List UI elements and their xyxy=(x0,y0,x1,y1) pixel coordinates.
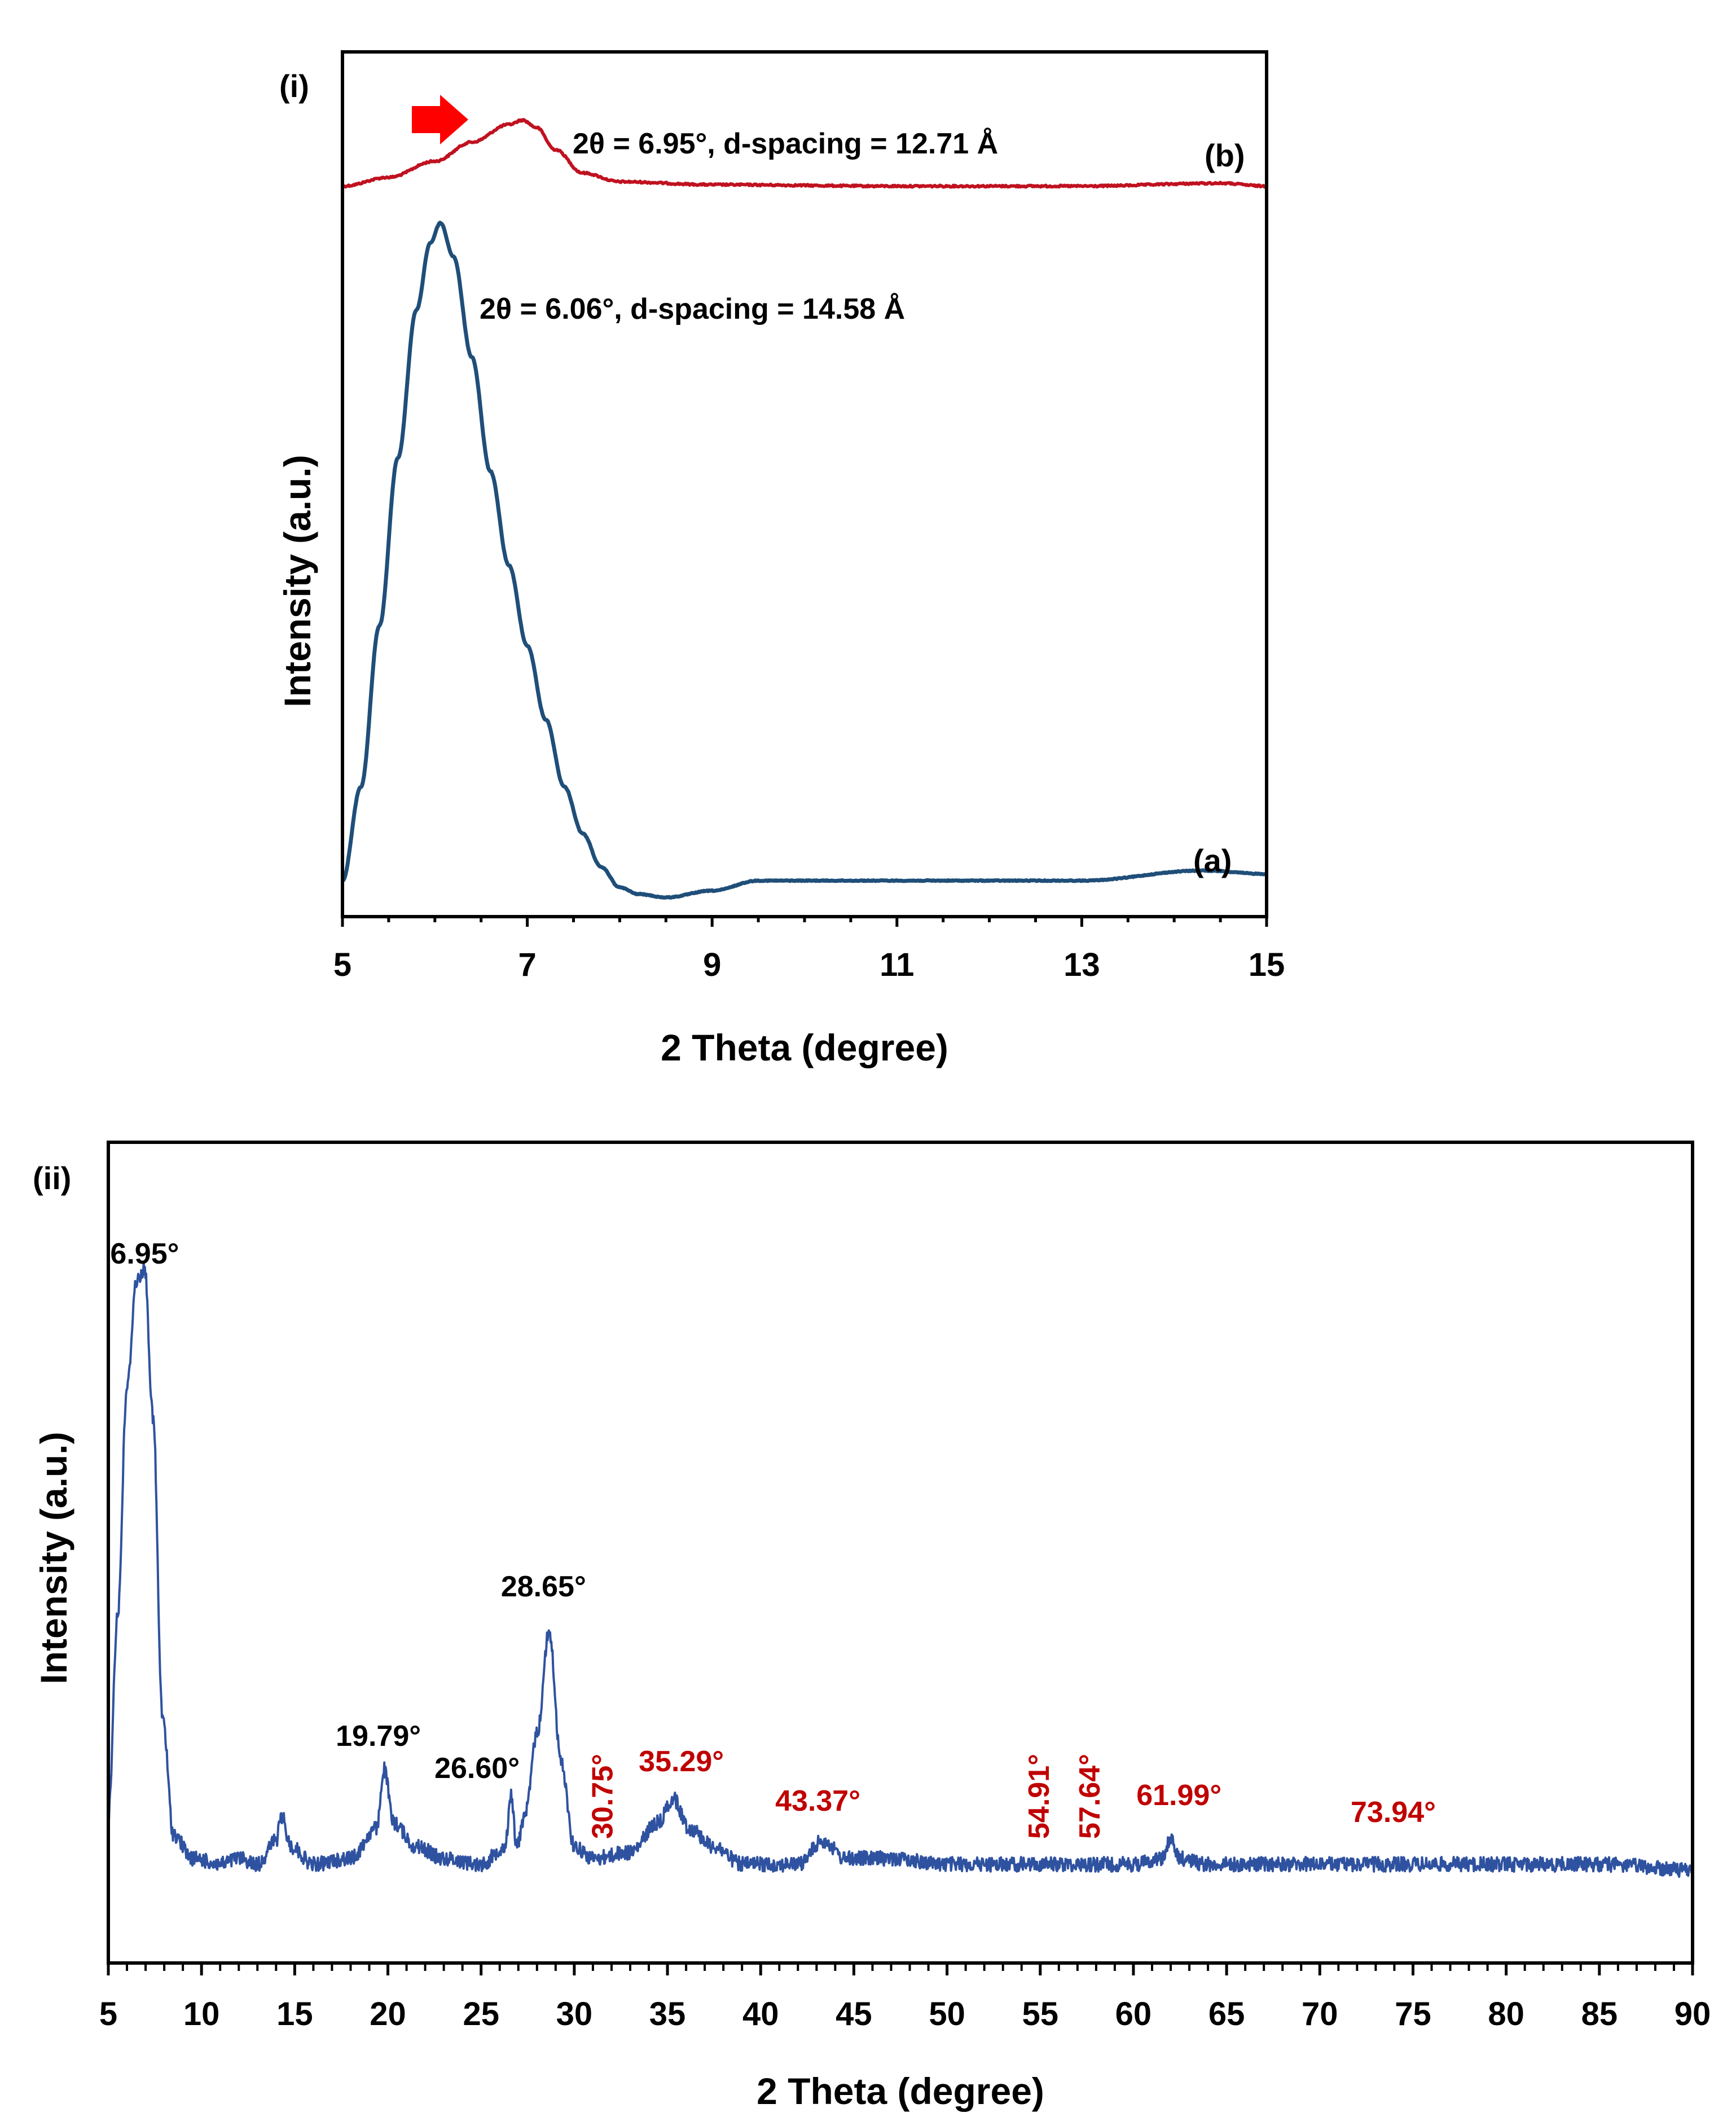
series-a-peak-annotation: 2θ = 6.06°, d-spacing = 14.58 Å xyxy=(480,293,905,325)
panel-ii-x-tick-label: 15 xyxy=(276,1996,313,2032)
panel-i: (i) 5 7 9 11 13 15 2 Theta (degree) Intensity… xyxy=(276,50,1285,1068)
panel-ii-label: (ii) xyxy=(33,1160,71,1196)
panel-i-x-tick-label: 7 xyxy=(518,947,536,983)
panel-ii-x-tick-label: 20 xyxy=(370,1996,406,2032)
peak-label: 6.95° xyxy=(110,1238,179,1270)
shift-arrow-icon xyxy=(412,95,468,144)
xrd-pattern-line xyxy=(107,1261,1694,1878)
panel-i-x-tick-label: 5 xyxy=(333,947,351,983)
peak-label: 30.75° xyxy=(587,1754,619,1839)
panel-ii-x-tick-label: 70 xyxy=(1302,1996,1338,2032)
panel-i-x-tick-label: 11 xyxy=(880,947,914,983)
peak-label: 19.79° xyxy=(336,1720,421,1753)
panel-ii-x-axis-title: 2 Theta (degree) xyxy=(757,2070,1044,2112)
panel-ii-x-tick-label: 60 xyxy=(1115,1996,1152,2032)
panel-i-x-tick-label: 13 xyxy=(1063,947,1100,983)
peak-label: 35.29° xyxy=(639,1745,724,1778)
peak-label: 28.65° xyxy=(501,1570,586,1603)
panel-ii-x-tick-label: 35 xyxy=(649,1996,686,2032)
panel-ii-x-tick-label: 50 xyxy=(929,1996,965,2032)
peak-label: 54.91° xyxy=(1023,1754,1056,1839)
panel-ii-x-tick-label: 40 xyxy=(742,1996,779,2032)
series-a-line xyxy=(341,221,1268,900)
panel-i-x-tick-label: 15 xyxy=(1249,947,1285,983)
panel-ii-x-tick-label: 65 xyxy=(1208,1996,1245,2032)
panel-ii-x-tick-label: 5 xyxy=(99,1996,117,2032)
panel-ii-x-tick-label: 30 xyxy=(556,1996,593,2032)
series-a-label: (a) xyxy=(1193,843,1232,878)
panel-ii-x-tick-label: 55 xyxy=(1022,1996,1059,2032)
peak-label: 26.60° xyxy=(434,1752,520,1785)
panel-i-x-tick-label: 9 xyxy=(703,947,721,983)
series-b-label: (b) xyxy=(1205,138,1245,173)
panel-ii-x-tick-label: 75 xyxy=(1395,1996,1431,2032)
panel-ii-x-tick-label: 80 xyxy=(1488,1996,1524,2032)
panel-i-x-axis-title: 2 Theta (degree) xyxy=(661,1027,948,1068)
panel-ii-y-axis-title: Intensity (a.u.) xyxy=(33,1432,74,1684)
panel-ii-x-tick-label: 85 xyxy=(1581,1996,1618,2032)
series-b-line xyxy=(341,118,1268,189)
panel-ii-x-tick-label: 25 xyxy=(463,1996,499,2032)
panel-i-y-axis-title: Intensity (a.u.) xyxy=(276,455,318,707)
peak-label: 73.94° xyxy=(1351,1796,1436,1829)
series-b-peak-annotation: 2θ = 6.95°, d-spacing = 12.71 Å xyxy=(573,127,998,160)
panel-ii-x-tick-label: 45 xyxy=(836,1996,872,2032)
panel-ii-x-tick-label: 10 xyxy=(183,1996,220,2032)
panel-i-label: (i) xyxy=(279,68,309,104)
peak-label: 57.64° xyxy=(1074,1754,1106,1839)
peak-label: 61.99° xyxy=(1136,1779,1221,1812)
peak-label: 43.37° xyxy=(775,1785,860,1817)
panel-ii: (ii) 5 10 15 20 25 30 35 40 45 50 55 60 65 70 75 80 85 90… xyxy=(33,1141,1711,2112)
panel-ii-x-tick-label: 90 xyxy=(1675,1996,1711,2032)
